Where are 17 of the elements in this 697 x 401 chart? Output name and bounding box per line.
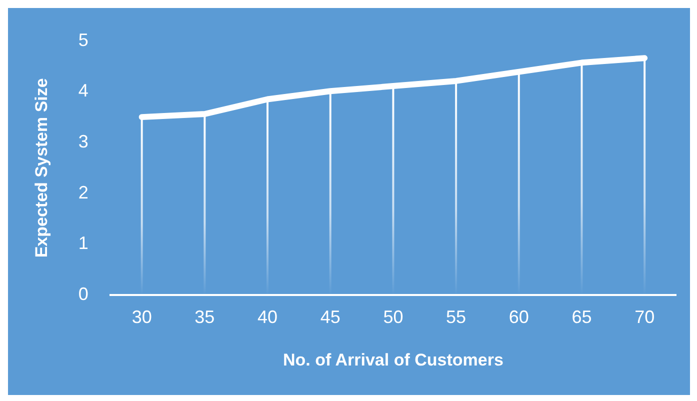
- x-tick-label: 50: [383, 306, 404, 327]
- x-tick-label: 60: [508, 306, 529, 327]
- y-axis-title: Expected System Size: [32, 78, 51, 258]
- x-tick-label: 65: [572, 306, 592, 327]
- x-tick-label: 35: [194, 306, 215, 327]
- x-tick-label: 70: [634, 306, 655, 327]
- y-tick-label: 5: [78, 30, 88, 50]
- y-tick-label: 0: [78, 284, 88, 304]
- y-tick-label: 1: [78, 233, 88, 254]
- x-tick-label: 40: [258, 306, 278, 327]
- y-tick-label: 2: [78, 182, 88, 202]
- y-tick-label: 3: [78, 131, 88, 152]
- x-tick-label: 30: [132, 306, 152, 327]
- x-tick-label: 45: [320, 306, 340, 327]
- y-tick-label: 4: [78, 80, 88, 101]
- x-tick-label: 55: [446, 306, 466, 327]
- x-axis-title: No. of Arrival of Customers: [283, 350, 504, 370]
